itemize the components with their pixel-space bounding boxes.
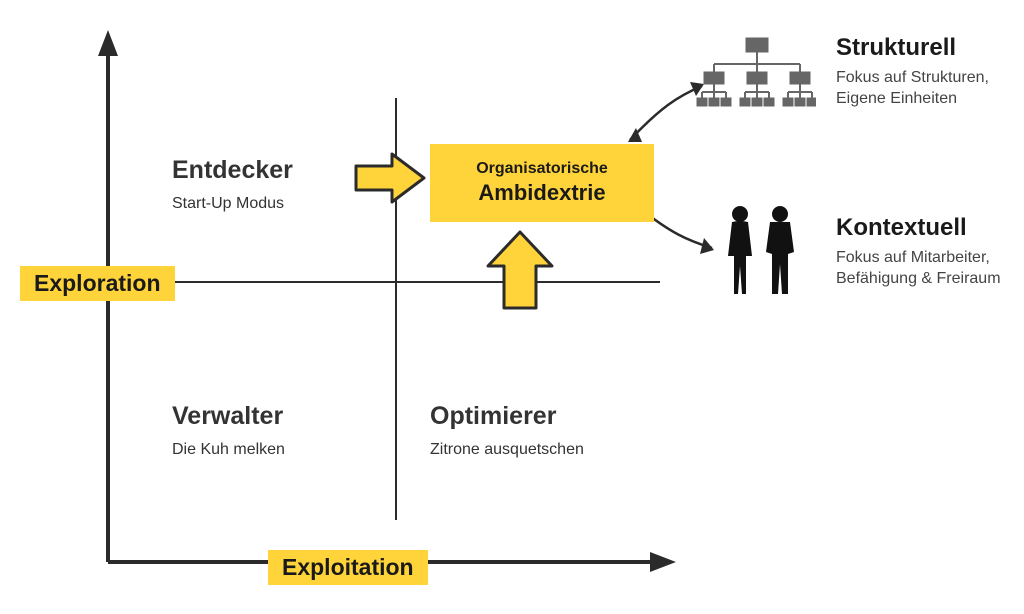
callout-subtitle: Fokus auf Strukturen, Eigene Einheiten xyxy=(836,68,1006,110)
block-arrow-up xyxy=(488,232,552,308)
y-axis-label: Exploration xyxy=(20,266,175,301)
ambidextrie-line2: Ambidextrie xyxy=(450,180,634,206)
callout-subtitle: Fokus auf Mitarbeiter, Befähigung & Frei… xyxy=(836,248,1016,290)
quadrant-subtitle: Start-Up Modus xyxy=(172,195,293,213)
quadrant-entdecker: Entdecker Start-Up Modus xyxy=(172,156,293,213)
block-arrow-right xyxy=(356,154,424,202)
callout-kontextuell: Kontextuell Fokus auf Mitarbeiter, Befäh… xyxy=(836,214,1016,290)
ambidextrie-line1: Organisatorische xyxy=(450,160,634,178)
y-axis-arrowhead xyxy=(98,30,118,56)
people-icon xyxy=(712,200,812,300)
quadrant-optimierer: Optimierer Zitrone ausquetschen xyxy=(430,402,584,459)
callout-title: Kontextuell xyxy=(836,214,1016,242)
quadrant-title: Entdecker xyxy=(172,156,293,185)
x-axis-label: Exploitation xyxy=(268,550,428,585)
curved-arrow-strukturell xyxy=(628,82,704,142)
callout-strukturell: Strukturell Fokus auf Strukturen, Eigene… xyxy=(836,34,1006,110)
callout-title: Strukturell xyxy=(836,34,1006,62)
quadrant-title: Verwalter xyxy=(172,402,285,431)
org-chart-icon xyxy=(696,36,816,126)
ambidextrie-box: Organisatorische Ambidextrie xyxy=(430,144,654,222)
x-axis-arrowhead xyxy=(650,552,676,572)
quadrant-title: Optimierer xyxy=(430,402,584,431)
quadrant-subtitle: Die Kuh melken xyxy=(172,441,285,459)
quadrant-subtitle: Zitrone ausquetschen xyxy=(430,441,584,459)
quadrant-verwalter: Verwalter Die Kuh melken xyxy=(172,402,285,459)
